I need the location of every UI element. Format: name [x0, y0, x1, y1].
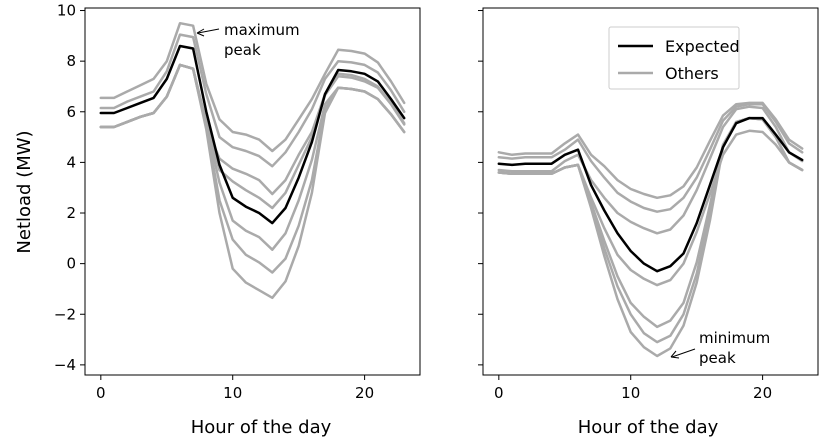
max-peak-annotation: maximum peak	[196, 21, 300, 59]
right-xtick-label: 10	[621, 384, 640, 402]
legend: Expected Others	[608, 26, 740, 90]
right-series-others-2	[497, 102, 804, 213]
right-xlabel: Hour of the day	[578, 417, 719, 438]
left-series-others-1	[99, 21, 406, 153]
left-ytick-label: 4	[66, 153, 76, 171]
legend-label-expected: Expected	[665, 37, 740, 56]
max-peak-arrow-shaft	[197, 28, 220, 34]
left-series-expected	[99, 44, 406, 225]
max-peak-arrow-head	[196, 28, 205, 37]
right-ticks-group: 0 10 20	[478, 10, 772, 402]
right-series-expected	[497, 116, 804, 273]
min-peak-annotation-line1: minimum	[699, 329, 770, 347]
left-ytick-label: 0	[66, 255, 76, 273]
right-xtick-label: 0	[494, 384, 504, 402]
max-peak-annotation-line1: maximum	[224, 21, 300, 39]
min-peak-arrow-head	[670, 350, 680, 359]
left-series-group	[99, 21, 406, 300]
right-axes-frame	[482, 7, 819, 376]
right-series-others-3	[497, 105, 804, 235]
max-peak-annotation-line2: peak	[224, 41, 261, 59]
left-ytick-label: −4	[54, 356, 76, 374]
right-series-others-1	[497, 101, 804, 200]
right-xtick-label: 20	[753, 384, 772, 402]
left-ytick-label: 8	[66, 52, 76, 70]
right-panel: 0 10 20 Hour of the day Expected Others mi…	[478, 7, 819, 438]
left-axes-frame	[84, 7, 421, 376]
min-peak-arrow-shaft	[671, 348, 696, 358]
left-xtick-label: 20	[355, 384, 374, 402]
min-peak-annotation-line2: peak	[699, 349, 736, 367]
min-peak-annotation: minimum peak	[670, 329, 770, 367]
left-xtick-label: 10	[223, 384, 242, 402]
left-ytick-label: 6	[66, 103, 76, 121]
left-xlabel: Hour of the day	[191, 417, 332, 438]
left-ytick-label: 10	[57, 2, 76, 20]
left-series-others-7	[99, 63, 406, 300]
legend-label-others: Others	[665, 64, 719, 83]
left-ytick-label: −2	[54, 305, 76, 323]
left-ticks-group: 0 10 20 −4 −2 0 2 4 6 8 10	[54, 2, 374, 402]
right-series-group	[497, 101, 804, 358]
left-ytick-label: 2	[66, 204, 76, 222]
left-xtick-label: 0	[96, 384, 106, 402]
left-panel: 0 10 20 −4 −2 0 2 4 6 8 10 Hour of the day Netload…	[14, 2, 421, 438]
left-ylabel: Netload (MW)	[14, 130, 35, 253]
left-series-others-2	[99, 33, 406, 168]
